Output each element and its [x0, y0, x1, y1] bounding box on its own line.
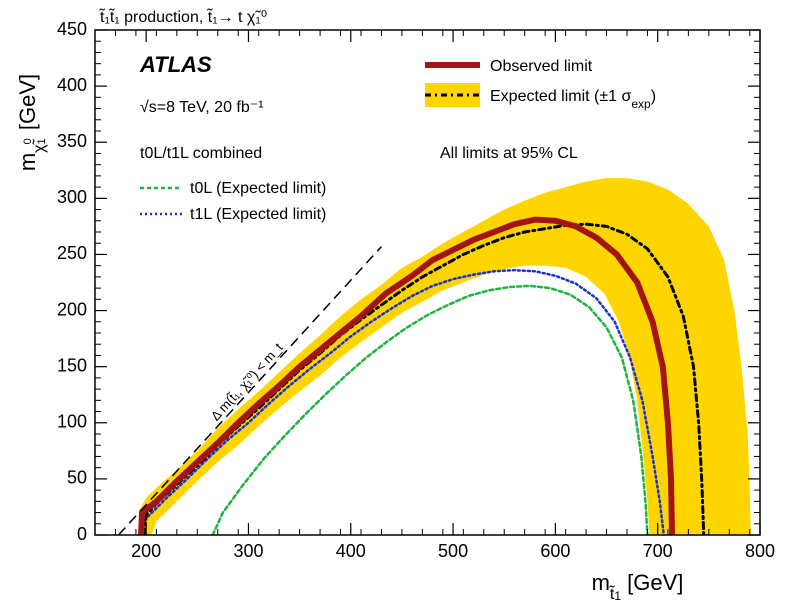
svg-text:400: 400 [57, 75, 87, 95]
svg-text:100: 100 [57, 412, 87, 432]
svg-text:200: 200 [131, 541, 161, 561]
svg-text:300: 300 [57, 187, 87, 207]
y-axis-label: mχ̃10 [GeV] [15, 74, 48, 171]
production-label: t̃₁t̃₁ production, t̃₁→ t χ̃₁⁰ [98, 7, 267, 26]
svg-text:700: 700 [643, 541, 673, 561]
svg-text:150: 150 [57, 355, 87, 375]
cl-label: All limits at 95% CL [440, 145, 578, 162]
legend-main: Observed limit Expected limit (±1 σexp) [425, 58, 656, 111]
legend-t0l-label: t0L (Expected limit) [190, 180, 326, 197]
legend-expected-label: Expected limit (±1 σexp) [490, 88, 656, 111]
svg-text:0: 0 [77, 524, 87, 544]
t0l-expected-curve [213, 286, 648, 535]
exclusion-chart: Δ m(t̃₁, χ̃₁⁰) < m_t 2003004005006007008… [0, 0, 786, 610]
svg-text:mχ̃10 [GeV]: mχ̃10 [GeV] [15, 74, 48, 171]
svg-text:mt̃1 [GeV]: mt̃1 [GeV] [592, 570, 684, 603]
legend-sub: t0L (Expected limit) t1L (Expected limit… [140, 180, 326, 223]
svg-text:250: 250 [57, 243, 87, 263]
legend-observed-label: Observed limit [490, 58, 593, 75]
svg-text:50: 50 [67, 468, 87, 488]
x-axis-label: mt̃1 [GeV] [592, 570, 684, 603]
svg-text:300: 300 [233, 541, 263, 561]
combined-label: t0L/t1L combined [140, 145, 262, 162]
svg-text:500: 500 [438, 541, 468, 561]
svg-text:400: 400 [336, 541, 366, 561]
energy-label: √s=8 TeV, 20 fb⁻¹ [140, 99, 264, 116]
svg-text:200: 200 [57, 299, 87, 319]
svg-text:600: 600 [540, 541, 570, 561]
svg-text:350: 350 [57, 131, 87, 151]
legend-t1l-label: t1L (Expected limit) [190, 206, 326, 223]
svg-text:450: 450 [57, 19, 87, 39]
atlas-label: ATLAS [139, 52, 212, 77]
kinematic-diagonal [119, 247, 382, 535]
svg-text:800: 800 [745, 541, 775, 561]
